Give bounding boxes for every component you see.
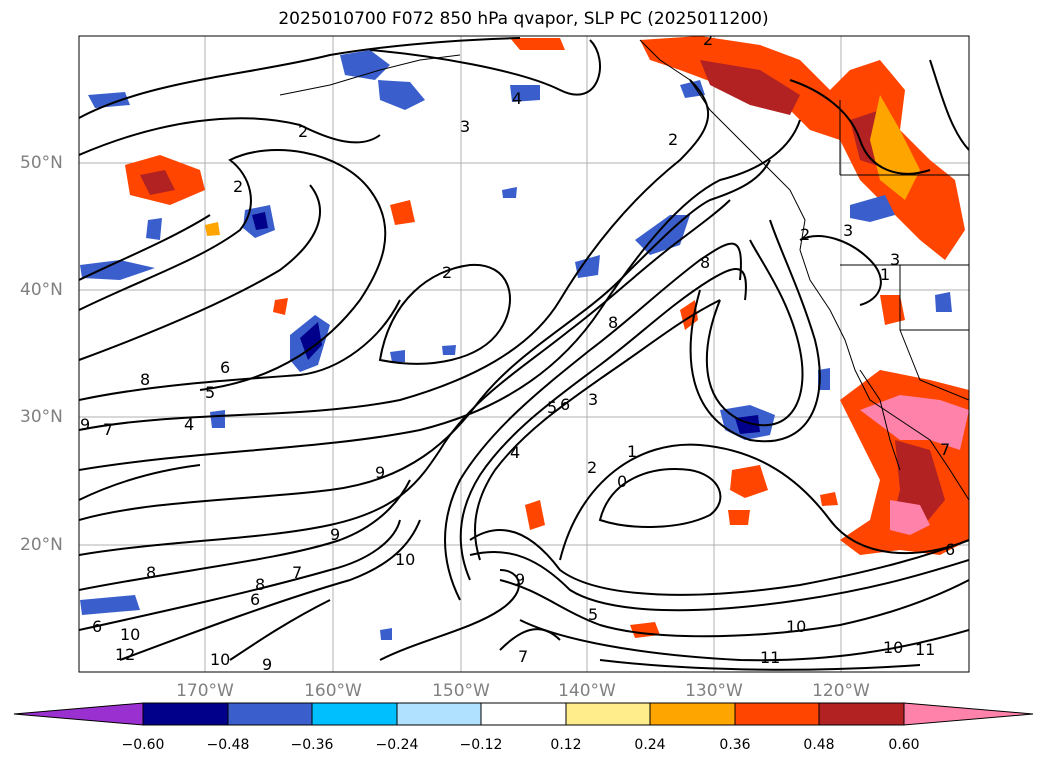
contour-label: 1 bbox=[880, 265, 890, 284]
contour-label: 10 bbox=[786, 617, 806, 636]
colorbar-swatch bbox=[311, 702, 398, 726]
colorbar-swatch bbox=[818, 702, 905, 726]
colorbar-swatch bbox=[649, 702, 736, 726]
contour-label: 6 bbox=[945, 540, 955, 559]
contour-label: 5 bbox=[205, 383, 215, 402]
contour-label: 9 bbox=[330, 525, 340, 544]
colorbar bbox=[13, 702, 1034, 726]
contour-label: 7 bbox=[940, 440, 950, 459]
contour-label: 2 bbox=[233, 177, 243, 196]
colorbar-swatch bbox=[396, 702, 482, 726]
contour-label: 6 bbox=[92, 617, 102, 636]
longitude-label: 120°W bbox=[812, 681, 870, 701]
contour-label: 4 bbox=[184, 415, 194, 434]
contour-label: 6 bbox=[560, 395, 570, 414]
colorbar-tick-label: −0.48 bbox=[206, 737, 250, 753]
contour-label: 9 bbox=[375, 463, 385, 482]
contour-label: 2 bbox=[668, 130, 678, 149]
latitude-label: 40°N bbox=[20, 280, 63, 300]
contour-label: 10 bbox=[120, 625, 140, 644]
contour-label: 3 bbox=[843, 221, 853, 240]
contour-label: 1 bbox=[627, 442, 637, 461]
longitude-label: 130°W bbox=[685, 681, 743, 701]
longitude-label: 150°W bbox=[432, 681, 490, 701]
contour-label: 10 bbox=[210, 650, 230, 669]
contour-label: 3 bbox=[460, 117, 470, 136]
contour-label: 2 bbox=[703, 30, 713, 49]
longitude-label: 160°W bbox=[304, 681, 362, 701]
latitude-label: 50°N bbox=[20, 153, 63, 173]
contour-label: 5 bbox=[547, 398, 557, 417]
longitude-label: 140°W bbox=[558, 681, 616, 701]
contour-label: 9 bbox=[80, 415, 90, 434]
colorbar-extend-low bbox=[13, 702, 144, 726]
colorbar-tick-label: 0.24 bbox=[634, 737, 666, 753]
contour-label: 2 bbox=[442, 263, 452, 282]
contour-label: 2 bbox=[298, 122, 308, 141]
contour-label: 8 bbox=[140, 370, 150, 389]
colorbar-swatch bbox=[142, 702, 229, 726]
contour-label: 4 bbox=[510, 443, 520, 462]
colorbar-tick-label: 0.48 bbox=[803, 737, 835, 753]
contour-label: 8 bbox=[255, 575, 265, 594]
contour-label: 7 bbox=[103, 420, 113, 439]
latitude-label: 30°N bbox=[20, 407, 63, 427]
colorbar-tick-label: 0.12 bbox=[550, 737, 582, 753]
map-border bbox=[78, 35, 970, 673]
contour-label: 11 bbox=[760, 648, 780, 667]
contour-label: 8 bbox=[608, 313, 618, 332]
contour-label: 5 bbox=[588, 605, 598, 624]
contour-label: 10 bbox=[883, 638, 903, 657]
colorbar-tick-label: −0.12 bbox=[459, 737, 503, 753]
contour-label: 6 bbox=[250, 590, 260, 609]
latitude-label: 20°N bbox=[20, 535, 63, 555]
contour-label: 8 bbox=[700, 253, 710, 272]
contour-label: 2 bbox=[800, 225, 810, 244]
colorbar-extend-high bbox=[903, 702, 1034, 726]
contour-label: 12 bbox=[115, 645, 135, 664]
moisture-negative-shading bbox=[80, 50, 952, 640]
contour-labels: 2 4 3 2 2 2 6 5 8 4 9 7 8 6 10 9 8 10 7 … bbox=[80, 30, 955, 674]
colorbar-tick-label: 0.60 bbox=[888, 737, 920, 753]
map-title: 2025010700 F072 850 hPa qvapor, SLP PC (… bbox=[278, 9, 769, 29]
contour-label: 2 bbox=[587, 458, 597, 477]
colorbar-swatch bbox=[734, 702, 820, 726]
slp-contours bbox=[79, 37, 969, 671]
colorbar-swatch bbox=[227, 702, 313, 726]
contour-label: 3 bbox=[588, 390, 598, 409]
colorbar-tick-label: −0.36 bbox=[290, 737, 334, 753]
contour-label: 3 bbox=[890, 250, 900, 269]
colorbar-swatch bbox=[480, 702, 567, 726]
contour-label: 9 bbox=[515, 570, 525, 589]
moisture-positive-shading bbox=[125, 36, 969, 638]
contour-label: 6 bbox=[220, 358, 230, 377]
contour-label: 0 bbox=[617, 472, 627, 491]
map-frame-bg bbox=[79, 36, 969, 672]
colorbar-tick-label: 0.36 bbox=[719, 737, 751, 753]
colorbar-swatch bbox=[565, 702, 651, 726]
contour-label: 10 bbox=[395, 550, 415, 569]
colorbar-tick-label: −0.60 bbox=[121, 737, 165, 753]
contour-label: 8 bbox=[146, 563, 156, 582]
longitude-label: 170°W bbox=[176, 681, 234, 701]
contour-label: 4 bbox=[512, 89, 522, 108]
contour-label: 7 bbox=[292, 563, 302, 582]
colorbar-tick-label: −0.24 bbox=[375, 737, 419, 753]
contour-label: 7 bbox=[518, 647, 528, 666]
contour-label: 9 bbox=[262, 655, 272, 674]
contour-label: 11 bbox=[915, 640, 935, 659]
